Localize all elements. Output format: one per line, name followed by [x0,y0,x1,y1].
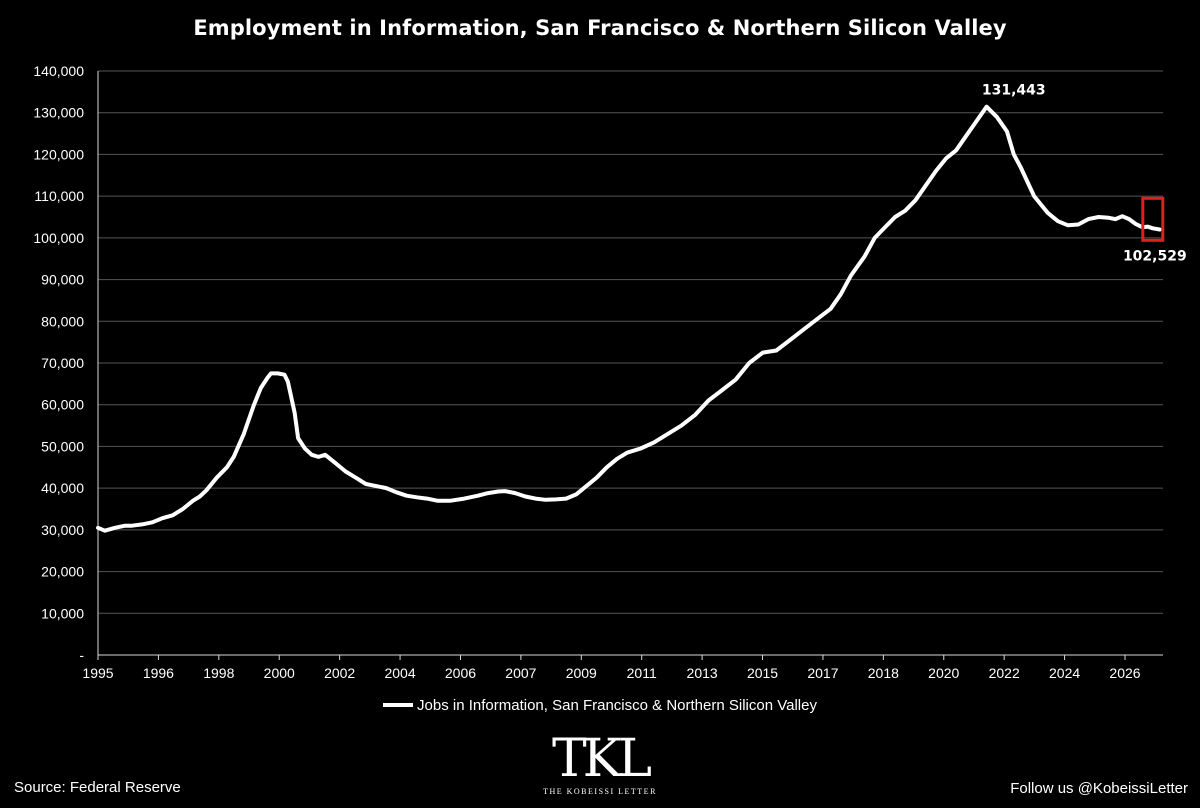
chart-title: Employment in Information, San Francisco… [193,16,1007,40]
y-tick-label: 50,000 [41,438,84,454]
x-tick-label: 2006 [445,665,476,681]
highlight-box [1141,196,1165,242]
x-tick-label: 2024 [1049,665,1080,681]
x-tick-label: 2009 [566,665,597,681]
y-tick-label: 130,000 [33,105,84,121]
x-tick-label: 1995 [82,665,113,681]
peak-label: 131,443 [982,83,1046,99]
x-tick-label: 1998 [203,665,234,681]
x-tick-label: 2004 [384,665,415,681]
y-tick-label: 60,000 [41,397,84,413]
y-tick-label: 120,000 [33,146,84,162]
y-tick-label: 100,000 [33,230,84,246]
tkl-logo: TKL THE KOBEISSI LETTER [530,733,670,796]
latest-label: 102,529 [1123,248,1187,264]
follow-note: Follow us @KobeissiLetter [1010,780,1188,797]
y-tick-label: 70,000 [41,355,84,371]
x-tick-label: 2000 [264,665,295,681]
x-tick-label: 2013 [687,665,718,681]
chart-legend: Jobs in Information, San Francisco & Nor… [0,697,1200,714]
legend-label: Jobs in Information, San Francisco & Nor… [417,697,817,714]
x-tick-label: 2018 [868,665,899,681]
y-tick-label: - [79,647,84,663]
x-tick-label: 2007 [505,665,536,681]
x-tick-label: 2026 [1109,665,1140,681]
y-tick-label: 110,000 [34,188,84,204]
y-tick-label: 40,000 [41,480,84,496]
y-tick-label: 10,000 [41,605,84,621]
series-line [96,104,1162,533]
x-tick-label: 2022 [989,665,1020,681]
y-tick-label: 140,000 [33,63,84,79]
legend-swatch [383,703,414,708]
y-tick-label: 30,000 [41,522,84,538]
x-tick-label: 1996 [143,665,174,681]
y-tick-label: 80,000 [41,313,84,329]
x-tick-label: 2017 [807,665,838,681]
y-tick-label: 90,000 [41,272,84,288]
source-note: Source: Federal Reserve [14,779,181,796]
logo-tagline: THE KOBEISSI LETTER [543,787,657,796]
x-tick-label: 2015 [747,665,778,681]
y-tick-label: 20,000 [41,564,84,580]
x-tick-label: 2002 [324,665,355,681]
x-tick-label: 2011 [627,665,657,681]
x-tick-label: 2020 [928,665,959,681]
logo-mark: TKL [551,729,652,789]
